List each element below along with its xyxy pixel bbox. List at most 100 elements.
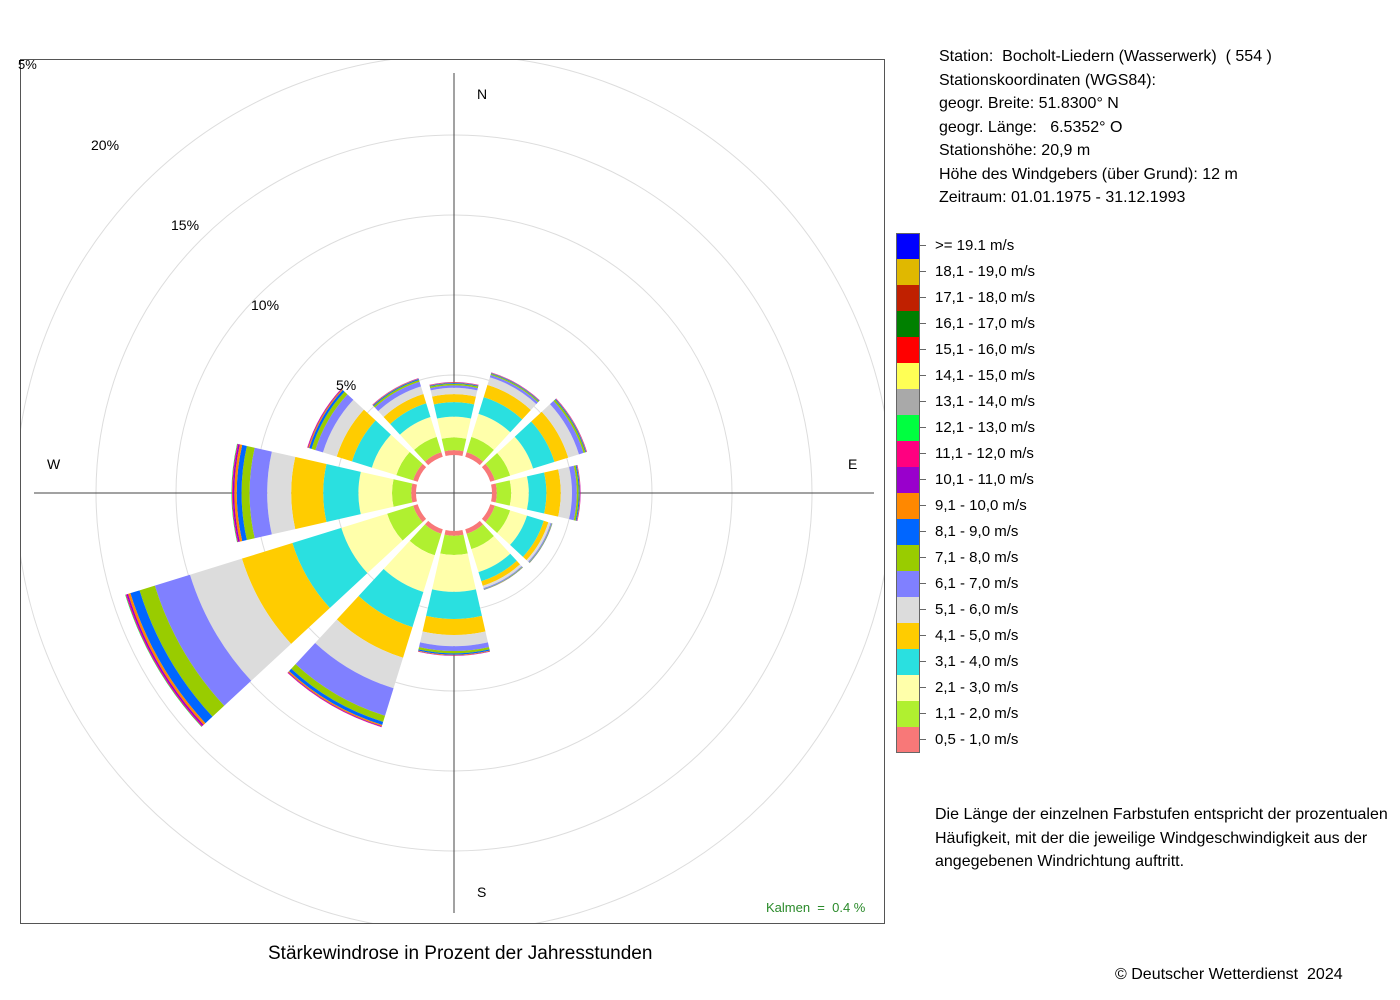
rose-segment-90-bin-11 [577, 464, 581, 522]
rose-segment-330-bin-7 [373, 379, 420, 408]
legend-tick [920, 687, 926, 688]
rose-segment-180-bin-3 [426, 589, 482, 619]
direction-label-south: S [477, 884, 487, 900]
rose-segment-330-bin-5 [378, 386, 424, 417]
legend-tick [920, 427, 926, 428]
legend-tick [920, 271, 926, 272]
rose-segment-120-bin-1 [485, 505, 511, 533]
rose-segment-0-bin-10 [429, 382, 479, 386]
rose-segment-90-bin-10 [577, 464, 581, 522]
direction-label-west: W [47, 456, 61, 472]
rose-segment-30-bin-5 [487, 377, 537, 410]
legend-tick [920, 323, 926, 324]
legend-label: 12,1 - 13,0 m/s [935, 419, 1036, 436]
legend-item: 13,1 - 14,0 m/s [896, 389, 1196, 415]
ring-label-15: 15% [171, 217, 200, 233]
direction-label-east: E [848, 456, 858, 472]
legend-item: 11,1 - 12,0 m/s [896, 441, 1196, 467]
rose-segment-90-bin-8 [575, 465, 580, 521]
rose-segment-330-bin-0 [424, 452, 443, 466]
rose-segment-300-bin-6 [315, 394, 354, 453]
legend-item: 12,1 - 13,0 m/s [896, 415, 1196, 441]
rose-segment-180-bin-4 [422, 615, 486, 635]
legend-swatch [896, 597, 920, 623]
direction-label-north: N [477, 86, 488, 102]
rose-segment-120-bin-3 [510, 515, 544, 557]
rose-segment-210-bin-2 [383, 540, 435, 592]
rose-segment-30-bin-6 [489, 374, 538, 405]
legend-item: 7,1 - 8,0 m/s [896, 545, 1196, 571]
windrose-plot-area [20, 59, 885, 924]
rose-segment-180-bin-11 [417, 651, 491, 656]
legend-label: 16,1 - 17,0 m/s [935, 315, 1036, 332]
rose-segment-0-bin-11 [429, 382, 479, 385]
rose-segment-90-bin-7 [573, 465, 579, 521]
legend-label: 0,5 - 1,0 m/s [935, 731, 1019, 748]
legend-label: 2,1 - 3,0 m/s [935, 679, 1019, 696]
rose-segment-180-bin-8 [418, 649, 490, 655]
legend-label: 10,1 - 11,0 m/s [935, 471, 1034, 488]
rose-segment-150-bin-2 [471, 536, 511, 573]
rose-segment-300-bin-3 [351, 420, 391, 468]
rose-segment-60-bin-5 [541, 404, 579, 458]
rose-segment-90-bin-2 [509, 476, 529, 510]
rose-segment-150-bin-3 [478, 553, 517, 582]
rose-segment-270-bin-4 [291, 456, 327, 530]
ring-label-5: 5% [336, 377, 357, 393]
station-elevation: Stationshöhe: 20,9 m [939, 142, 1091, 159]
rose-segment-90-bin-9 [576, 465, 581, 521]
legend-label: 6,1 - 7,0 m/s [935, 575, 1019, 592]
legend-item: 9,1 - 10,0 m/s [896, 493, 1196, 519]
rose-segment-210-bin-1 [409, 524, 442, 556]
latitude: geogr. Breite: 51.8300° N [939, 95, 1119, 112]
ring-label-10: 10% [251, 297, 280, 313]
rose-segment-0-bin-4 [432, 394, 476, 405]
rose-segment-210-bin-3 [358, 569, 424, 628]
legend-item: 3,1 - 4,0 m/s [896, 649, 1196, 675]
legend-item: 17,1 - 18,0 m/s [896, 285, 1196, 311]
rose-segment-240-bin-8 [130, 590, 213, 724]
grid-circle-25 [21, 60, 884, 923]
legend-label: 1,1 - 2,0 m/s [935, 705, 1019, 722]
rose-segment-0-bin-7 [429, 383, 479, 389]
rose-segment-300-bin-1 [396, 451, 423, 481]
rose-segment-270-bin-9 [234, 444, 243, 542]
rose-segment-210-bin-7 [291, 664, 386, 722]
rose-segment-60-bin-0 [481, 463, 495, 482]
legend-tick [920, 349, 926, 350]
legend-label: 7,1 - 8,0 m/s [935, 549, 1019, 566]
rose-segment-90-bin-4 [544, 469, 561, 517]
rose-segment-240-bin-1 [387, 505, 423, 541]
legend-label: 9,1 - 10,0 m/s [935, 497, 1027, 514]
legend-tick [920, 375, 926, 376]
rose-segment-240-bin-6 [154, 574, 252, 706]
rose-segment-60-bin-3 [514, 421, 555, 469]
legend-tick [920, 609, 926, 610]
rose-segment-120-bin-4 [522, 520, 549, 561]
legend-label: 13,1 - 14,0 m/s [935, 393, 1036, 410]
rose-segment-150-bin-5 [482, 564, 522, 589]
rose-segment-330-bin-3 [390, 403, 431, 435]
rose-segment-270-bin-0 [411, 483, 417, 503]
legend-item: >= 19.1 m/s [896, 233, 1196, 259]
time-period: Zeitraum: 01.01.1975 - 31.12.1993 [939, 189, 1186, 206]
rose-segment-0-bin-0 [444, 450, 464, 456]
legend-tick [920, 557, 926, 558]
rose-segment-120-bin-2 [497, 510, 527, 545]
legend-label: 18,1 - 19,0 m/s [935, 263, 1036, 280]
rose-segment-270-bin-12 [231, 443, 238, 543]
longitude: geogr. Länge: 6.5352° O [939, 118, 1123, 136]
chart-title: Stärkewindrose in Prozent der Jahresstun… [268, 943, 653, 964]
ring-label-20: 20% [91, 137, 120, 153]
sensor-height: Höhe des Windgebers (über Grund): 12 m [939, 165, 1238, 183]
rose-segment-180-bin-7 [418, 647, 490, 654]
legend-tick [920, 505, 926, 506]
legend-swatch [896, 545, 920, 571]
rose-segment-30-bin-0 [465, 452, 484, 466]
rose-segment-240-bin-7 [139, 585, 225, 717]
legend-tick [920, 453, 926, 454]
rose-segment-240-bin-2 [341, 513, 403, 574]
legend-label: 8,1 - 9,0 m/s [935, 523, 1019, 540]
rose-segment-210-bin-6 [295, 642, 394, 716]
legend-item: 16,1 - 17,0 m/s [896, 311, 1196, 337]
